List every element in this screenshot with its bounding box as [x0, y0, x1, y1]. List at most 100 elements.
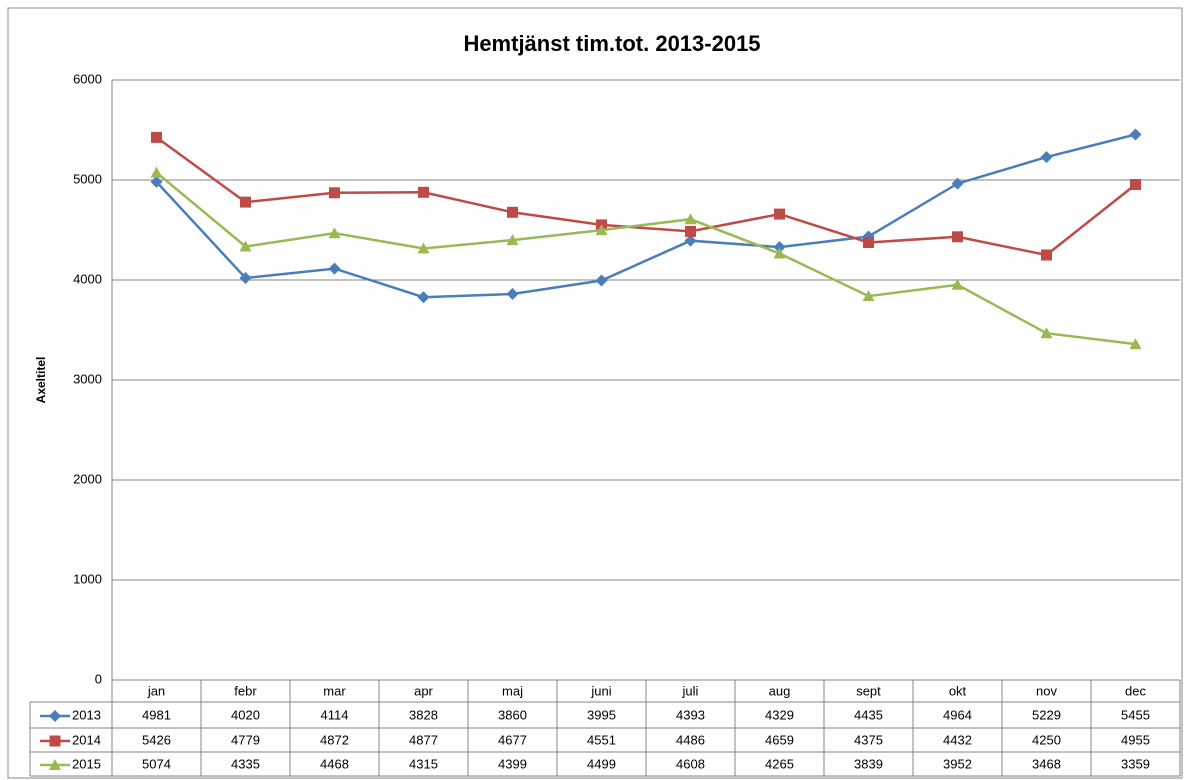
marker — [507, 206, 518, 218]
marker — [684, 234, 697, 247]
marker — [240, 196, 251, 208]
marker — [417, 291, 430, 304]
marker — [773, 247, 786, 259]
marker — [1040, 151, 1053, 164]
table-value: 4114 — [321, 707, 349, 722]
legend-marker — [49, 759, 61, 770]
marker — [150, 175, 163, 188]
table-value: 3860 — [498, 707, 527, 722]
table-value: 4315 — [409, 756, 438, 771]
table-value: 3359 — [1121, 756, 1150, 771]
marker — [239, 272, 252, 284]
table-value: 4872 — [320, 732, 349, 747]
marker — [328, 227, 341, 239]
table-value: 4877 — [409, 732, 438, 747]
table-value: 3468 — [1032, 756, 1061, 771]
table-value: 5074 — [142, 756, 171, 771]
table-value: 4399 — [498, 756, 527, 771]
marker — [685, 225, 696, 237]
marker — [1129, 338, 1142, 350]
marker — [862, 290, 875, 302]
table-value: 4551 — [587, 732, 616, 747]
y-tick-label: 5000 — [73, 171, 102, 186]
marker — [150, 166, 163, 178]
marker — [952, 231, 963, 243]
marker — [417, 242, 430, 254]
table-value: 4393 — [676, 707, 705, 722]
table-value: 4499 — [587, 756, 616, 771]
y-tick-label: 3000 — [73, 371, 102, 386]
x-tick-label: sept — [856, 683, 881, 698]
x-tick-label: juni — [590, 683, 611, 698]
table-value: 3995 — [587, 707, 616, 722]
table-value: 5229 — [1032, 707, 1061, 722]
x-tick-label: febr — [234, 683, 257, 698]
marker — [328, 262, 341, 275]
table-value: 4020 — [231, 707, 260, 722]
legend-marker — [49, 710, 61, 722]
table-value: 4486 — [676, 732, 705, 747]
y-tick-label: 2000 — [73, 471, 102, 486]
marker — [1130, 179, 1141, 190]
table-value: 4964 — [943, 707, 972, 722]
marker — [506, 288, 519, 300]
table-value: 4468 — [320, 756, 349, 771]
table-value: 3828 — [409, 707, 438, 722]
y-tick-label: 6000 — [73, 71, 102, 86]
marker — [239, 240, 252, 252]
series-line — [155, 133, 1136, 299]
table-value: 4435 — [854, 707, 883, 722]
table-value: 4335 — [231, 756, 260, 771]
table-value: 4265 — [765, 756, 794, 771]
marker — [774, 208, 785, 220]
marker — [863, 237, 874, 248]
marker — [951, 278, 964, 290]
marker — [595, 274, 608, 287]
legend-label: 2015 — [72, 756, 101, 771]
table-value: 4432 — [943, 732, 972, 747]
x-tick-label: juli — [682, 683, 699, 698]
table-value: 4375 — [854, 732, 883, 747]
chart-frame — [7, 7, 1183, 779]
x-tick-label: okt — [949, 683, 967, 698]
marker — [506, 234, 519, 246]
marker — [1040, 327, 1053, 339]
legend-marker — [49, 735, 61, 747]
legend-label: 2014 — [72, 732, 101, 747]
table-value: 4250 — [1032, 732, 1061, 747]
series-line — [155, 136, 1137, 257]
marker — [418, 186, 429, 198]
table-value: 4608 — [676, 756, 705, 771]
table-value: 4779 — [231, 732, 260, 747]
marker — [329, 187, 340, 199]
table-value: 5455 — [1121, 707, 1150, 722]
marker — [951, 177, 964, 190]
marker — [773, 241, 786, 254]
y-tick-label: 0 — [95, 671, 102, 686]
marker — [1041, 249, 1052, 261]
y-axis-label: Axeltitel — [34, 357, 48, 404]
x-tick-label: dec — [1125, 683, 1146, 698]
marker — [1129, 128, 1142, 141]
x-tick-label: mar — [323, 683, 346, 698]
chart-title: Hemtjänst tim.tot. 2013-2015 — [463, 31, 760, 56]
series-line — [155, 171, 1136, 346]
table-value: 3839 — [854, 756, 883, 771]
table-value: 4981 — [142, 707, 171, 722]
table-value: 3952 — [943, 756, 972, 771]
table-value: 4955 — [1121, 732, 1150, 747]
table-value: 5426 — [142, 732, 171, 747]
marker — [151, 131, 162, 143]
x-tick-label: apr — [414, 683, 433, 698]
x-tick-label: nov — [1036, 683, 1057, 698]
x-tick-label: maj — [502, 683, 523, 698]
marker — [595, 224, 608, 236]
table-value: 4677 — [498, 732, 527, 747]
marker — [684, 213, 697, 225]
x-tick-label: jan — [147, 683, 165, 698]
legend-label: 2013 — [72, 707, 101, 722]
y-tick-label: 4000 — [73, 271, 102, 286]
table-value: 4329 — [765, 707, 794, 722]
y-tick-label: 1000 — [73, 571, 102, 586]
